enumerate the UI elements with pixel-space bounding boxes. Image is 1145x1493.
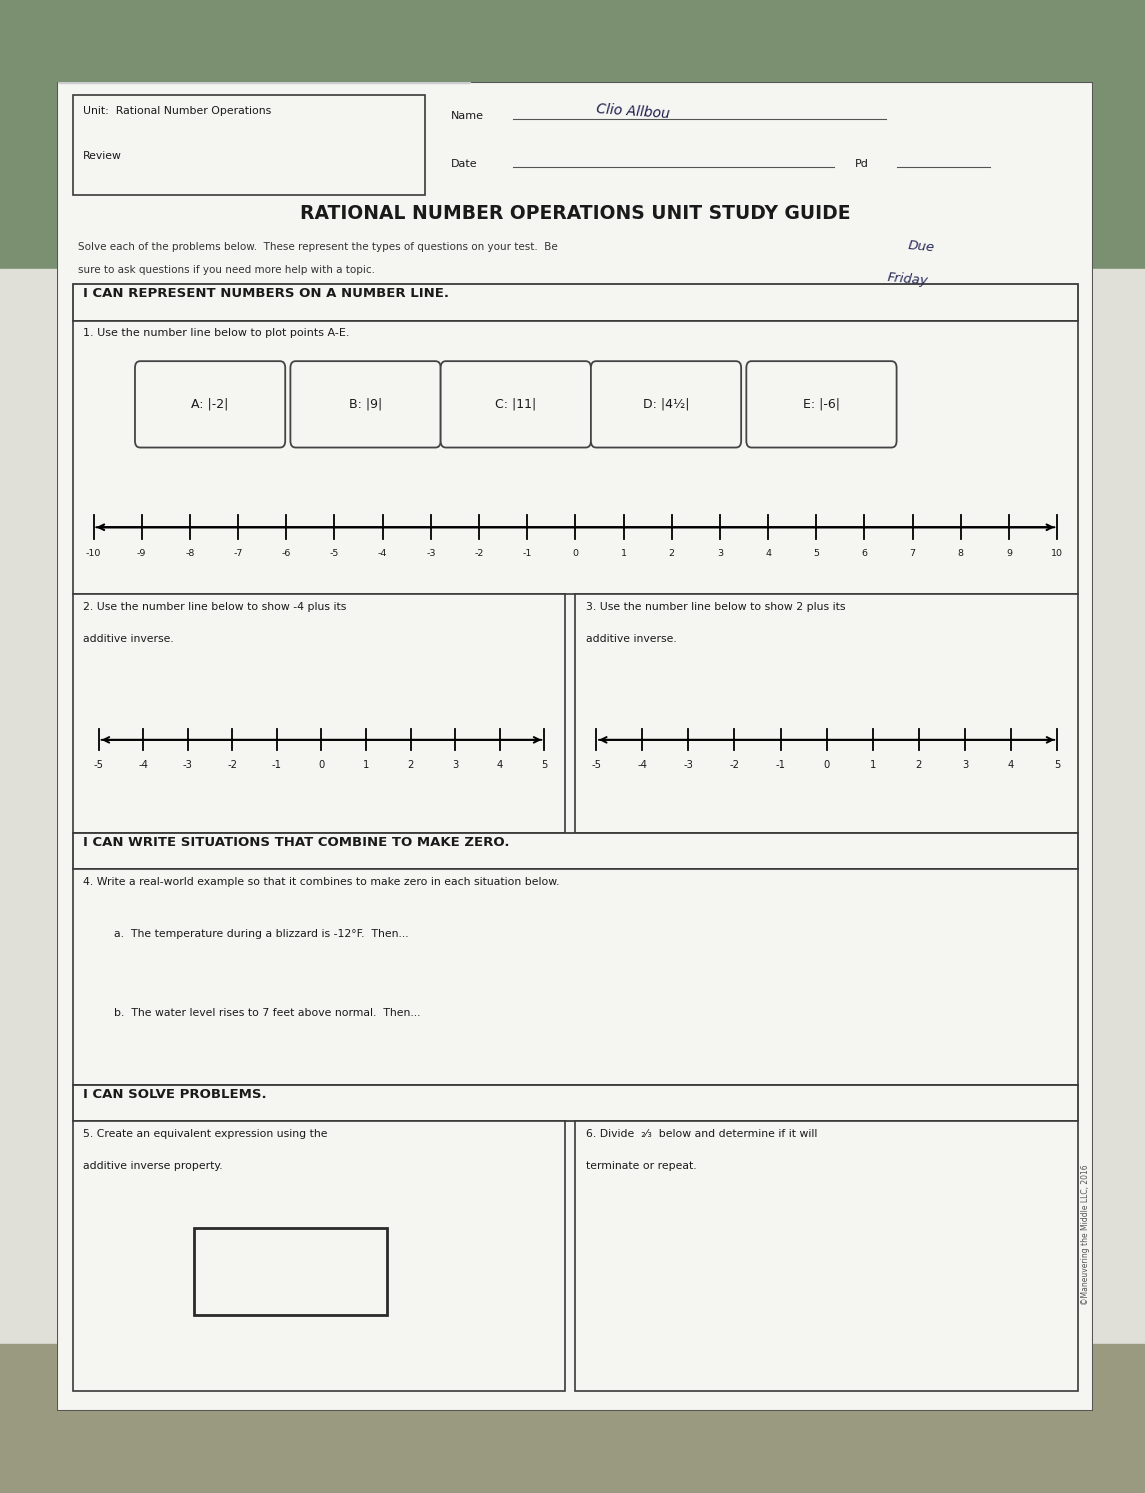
Text: -10: -10 (86, 548, 101, 557)
Text: sure to ask questions if you need more help with a topic.: sure to ask questions if you need more h… (78, 266, 374, 276)
Text: -9: -9 (137, 548, 147, 557)
FancyBboxPatch shape (73, 284, 1077, 321)
Text: -1: -1 (271, 760, 282, 770)
Text: 5: 5 (813, 548, 820, 557)
Bar (0, 1344, 1145, 1493)
FancyBboxPatch shape (73, 833, 1077, 869)
Text: B: |9|: B: |9| (349, 397, 382, 411)
Text: ©Maneuvering the Middle LLC, 2016: ©Maneuvering the Middle LLC, 2016 (1081, 1165, 1090, 1305)
Text: Unit:  Rational Number Operations: Unit: Rational Number Operations (84, 106, 271, 116)
Text: Friday: Friday (886, 270, 929, 287)
Text: -8: -8 (185, 548, 195, 557)
Text: additive inverse property.: additive inverse property. (84, 1162, 223, 1171)
FancyBboxPatch shape (747, 361, 897, 448)
Text: -7: -7 (234, 548, 243, 557)
Bar (0, 0, 1145, 269)
Text: additive inverse.: additive inverse. (84, 633, 174, 643)
Bar (0, 269, 1145, 1344)
FancyBboxPatch shape (73, 869, 1077, 1085)
Text: additive inverse.: additive inverse. (586, 633, 677, 643)
Text: -3: -3 (426, 548, 435, 557)
Text: 1. Use the number line below to plot points A-E.: 1. Use the number line below to plot poi… (84, 328, 349, 337)
Text: Review: Review (84, 151, 123, 161)
Text: -2: -2 (729, 760, 740, 770)
Text: -17 – 25: -17 – 25 (254, 1263, 326, 1281)
Text: 3: 3 (962, 760, 969, 770)
Text: -1: -1 (775, 760, 785, 770)
Text: 7: 7 (909, 548, 916, 557)
Text: I CAN REPRESENT NUMBERS ON A NUMBER LINE.: I CAN REPRESENT NUMBERS ON A NUMBER LINE… (84, 287, 449, 300)
FancyBboxPatch shape (194, 1227, 387, 1315)
Text: -3: -3 (183, 760, 192, 770)
Text: 3: 3 (452, 760, 458, 770)
Text: 2: 2 (669, 548, 674, 557)
Text: I CAN WRITE SITUATIONS THAT COMBINE TO MAKE ZERO.: I CAN WRITE SITUATIONS THAT COMBINE TO M… (84, 836, 510, 848)
Text: -4: -4 (378, 548, 387, 557)
Text: 3. Use the number line below to show 2 plus its: 3. Use the number line below to show 2 p… (586, 602, 845, 612)
Text: 0: 0 (318, 760, 325, 770)
FancyBboxPatch shape (575, 1121, 1077, 1391)
Text: Clio Allbou: Clio Allbou (597, 102, 671, 121)
FancyBboxPatch shape (591, 361, 741, 448)
Text: -1: -1 (522, 548, 532, 557)
Text: E: |-6|: E: |-6| (803, 397, 840, 411)
Text: 10: 10 (1051, 548, 1064, 557)
Text: Date: Date (451, 160, 477, 169)
Text: 6. Divide  ₂⁄₃  below and determine if it will: 6. Divide ₂⁄₃ below and determine if it … (586, 1129, 818, 1139)
Text: 5. Create an equivalent expression using the: 5. Create an equivalent expression using… (84, 1129, 327, 1139)
Text: a.  The temperature during a blizzard is -12°F.  Then...: a. The temperature during a blizzard is … (114, 929, 409, 939)
Text: -4: -4 (638, 760, 647, 770)
Text: 2: 2 (408, 760, 413, 770)
Text: 6: 6 (861, 548, 868, 557)
Text: A: |-2|: A: |-2| (191, 397, 229, 411)
FancyBboxPatch shape (291, 361, 441, 448)
Text: terminate or repeat.: terminate or repeat. (586, 1162, 696, 1171)
Text: 1: 1 (363, 760, 369, 770)
Text: 9: 9 (1006, 548, 1012, 557)
Text: -4: -4 (139, 760, 148, 770)
Text: 8: 8 (958, 548, 964, 557)
Text: 4: 4 (497, 760, 503, 770)
Text: 5: 5 (1055, 760, 1060, 770)
Text: 1: 1 (869, 760, 876, 770)
FancyBboxPatch shape (73, 321, 1077, 594)
FancyBboxPatch shape (575, 594, 1077, 833)
Text: -5: -5 (591, 760, 601, 770)
FancyBboxPatch shape (73, 594, 564, 833)
Text: -5: -5 (94, 760, 104, 770)
FancyBboxPatch shape (441, 361, 591, 448)
FancyBboxPatch shape (57, 82, 1093, 1411)
FancyBboxPatch shape (135, 361, 285, 448)
FancyBboxPatch shape (73, 1085, 1077, 1121)
Text: Due: Due (907, 239, 934, 254)
Text: 0: 0 (572, 548, 578, 557)
Text: 2. Use the number line below to show -4 plus its: 2. Use the number line below to show -4 … (84, 602, 347, 612)
Text: 0: 0 (823, 760, 830, 770)
Text: 2: 2 (916, 760, 922, 770)
Text: -5: -5 (330, 548, 339, 557)
Text: b.  The water level rises to 7 feet above normal.  Then...: b. The water level rises to 7 feet above… (114, 1008, 420, 1018)
FancyBboxPatch shape (73, 96, 425, 196)
Text: -3: -3 (684, 760, 693, 770)
Text: 3: 3 (717, 548, 722, 557)
Text: Pd: Pd (855, 160, 869, 169)
Text: 4: 4 (765, 548, 771, 557)
Text: Solve each of the problems below.  These represent the types of questions on you: Solve each of the problems below. These … (78, 242, 558, 251)
Text: RATIONAL NUMBER OPERATIONS UNIT STUDY GUIDE: RATIONAL NUMBER OPERATIONS UNIT STUDY GU… (300, 205, 851, 224)
Text: Name: Name (451, 112, 484, 121)
Text: -6: -6 (282, 548, 291, 557)
Text: I CAN SOLVE PROBLEMS.: I CAN SOLVE PROBLEMS. (84, 1088, 267, 1100)
Text: 4. Write a real-world example so that it combines to make zero in each situation: 4. Write a real-world example so that it… (84, 876, 560, 887)
Text: -2: -2 (474, 548, 483, 557)
Text: -2: -2 (228, 760, 237, 770)
Text: 1: 1 (621, 548, 626, 557)
Text: 4: 4 (1008, 760, 1014, 770)
FancyBboxPatch shape (73, 1121, 564, 1391)
Text: D: |4½|: D: |4½| (642, 397, 689, 411)
Text: C: |11|: C: |11| (495, 397, 536, 411)
Text: 5: 5 (542, 760, 547, 770)
